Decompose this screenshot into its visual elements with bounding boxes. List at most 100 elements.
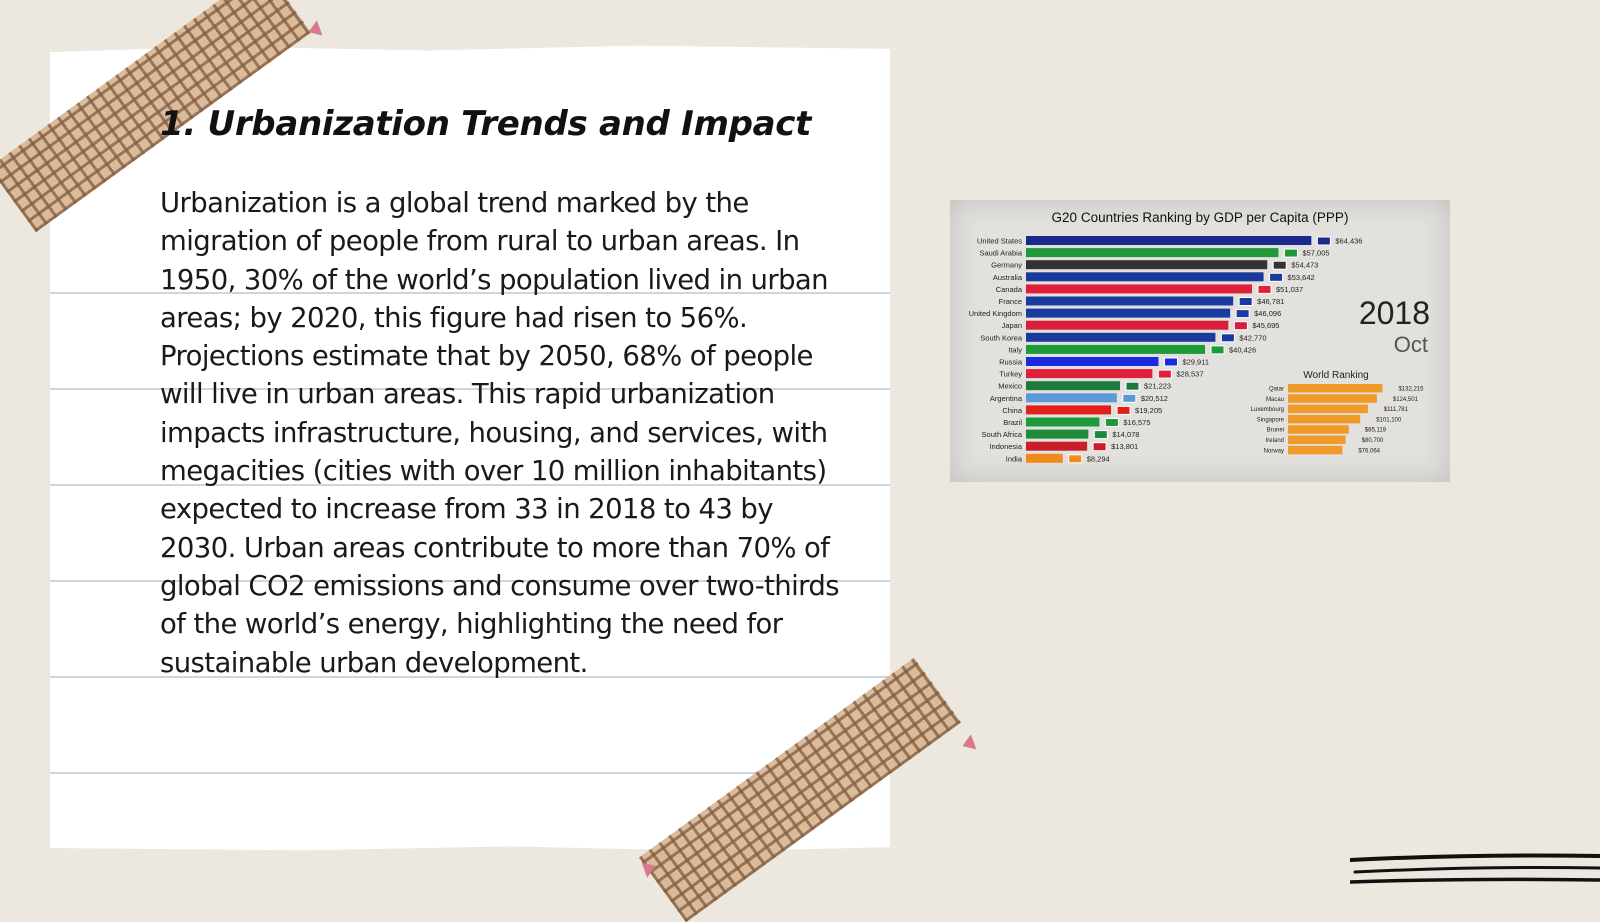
bar-value-label: $8,294 [1087,454,1110,463]
note-paper [50,45,890,852]
bar-value-label: $16,575 [1123,418,1150,427]
bar-category-label: Brazil [1003,418,1022,427]
gdp-bar [1026,381,1120,391]
bar-value-label: $45,695 [1252,321,1279,330]
inset-value-label: $111,781 [1384,407,1409,413]
gdp-bar [1026,453,1063,463]
bar-category-label: United Kingdom [969,309,1022,318]
gdp-bar [1026,417,1100,427]
inset-category-label: Brunei [1267,428,1284,434]
tape-tab-bottom [959,734,977,754]
inset-bar [1288,425,1349,434]
inset-bar [1288,404,1368,414]
bar-category-label: South Korea [980,333,1023,342]
inset-value-label: $85,119 [1365,428,1387,434]
gdp-bar [1026,248,1279,258]
country-flag-icon [1238,297,1253,306]
gdp-bar [1026,344,1206,354]
bar-category-label: Japan [1002,321,1022,330]
bar-value-label: $57,005 [1302,249,1329,258]
paper-rule [50,484,890,486]
bar-value-label: $20,512 [1141,394,1168,403]
inset-category-label: Macau [1266,397,1284,403]
bar-value-label: $28,537 [1176,370,1203,379]
bar-category-label: Indonesia [989,442,1022,451]
gdp-bar [1026,429,1089,439]
country-flag-icon [1210,345,1225,355]
bar-value-label: $53,642 [1288,273,1315,282]
gdp-bar [1026,369,1153,379]
country-flag-icon [1220,333,1235,343]
bar-value-label: $13,801 [1111,442,1138,451]
country-flag-icon [1233,321,1248,331]
gdp-chart-image: G20 Countries Ranking by GDP per Capita … [950,200,1450,482]
bar-value-label: $29,911 [1182,358,1209,367]
slide-body-text: Urbanization is a global trend marked by… [160,187,840,679]
bar-category-label: China [1002,406,1022,415]
bar-category-label: Russia [999,358,1023,367]
gdp-bar [1026,284,1253,294]
bar-category-label: Saudi Arabia [979,249,1022,258]
inset-bar [1288,435,1346,444]
country-flag-icon [1157,369,1172,379]
bar-category-label: India [1006,454,1023,463]
gdp-bar [1026,296,1234,306]
bar-category-label: Australia [993,273,1023,282]
bar-value-label: $14,078 [1112,430,1139,439]
slide-title: 1. Urbanization Trends and Impact [160,104,812,144]
gdp-bar [1026,332,1216,342]
chart-month: Oct [1394,332,1428,357]
country-flag-icon [1116,405,1131,415]
gdp-bar [1026,308,1231,318]
gdp-bar [1026,260,1268,270]
inset-value-label: $80,700 [1362,438,1384,444]
country-flag-icon [1257,284,1272,294]
country-flag-icon [1104,418,1119,427]
country-flag-icon [1163,357,1178,367]
inset-value-label: $124,501 [1393,397,1419,403]
country-flag-icon [1068,454,1083,464]
paper-rule [50,772,890,774]
bar-category-label: United States [977,237,1022,246]
inset-category-label: Singapore [1257,417,1285,423]
bar-value-label: $51,037 [1276,285,1303,294]
gdp-bar [1026,393,1117,403]
paper-rule [50,292,890,294]
gdp-bar [1026,272,1264,282]
country-flag-icon [1272,260,1287,270]
country-flag-icon [1316,236,1331,246]
inset-value-label: $101,100 [1376,417,1402,423]
bar-value-label: $54,473 [1291,261,1318,270]
gdp-chart: G20 Countries Ranking by GDP per Capita … [969,210,1430,464]
inset-category-label: Luxembourg [1251,407,1284,413]
bar-value-label: $40,426 [1229,345,1256,354]
inset-value-label: $132,215 [1398,387,1424,393]
gdp-bar [1026,441,1088,451]
gdp-bar [1026,357,1159,366]
inset-title: World Ranking [1303,370,1368,381]
country-flag-icon [1235,309,1250,319]
bar-value-label: $42,770 [1239,333,1266,342]
bar-value-label: $46,096 [1254,309,1281,318]
inset-bar [1288,445,1343,455]
bar-category-label: Canada [996,285,1023,294]
bar-value-label: $64,436 [1335,237,1362,246]
gdp-bar [1026,320,1229,330]
gdp-bar [1026,405,1112,415]
inset-category-label: Norway [1264,448,1284,454]
bar-category-label: Germany [991,261,1022,270]
brush-stroke-decoration [1350,853,1600,884]
country-flag-icon [1092,442,1107,452]
paper-rule [50,676,890,678]
bar-value-label: $46,781 [1257,297,1284,306]
inset-category-label: Qatar [1269,387,1284,393]
bar-category-label: France [999,297,1022,306]
paper-rule [50,388,890,390]
country-flag-icon [1122,393,1137,403]
chart-year: 2018 [1359,295,1430,331]
bar-category-label: Turkey [999,370,1022,379]
country-flag-icon [1283,248,1298,258]
inset-bar [1288,394,1377,403]
bar-category-label: South Africa [982,430,1023,439]
chart-title: G20 Countries Ranking by GDP per Capita … [1052,210,1349,225]
